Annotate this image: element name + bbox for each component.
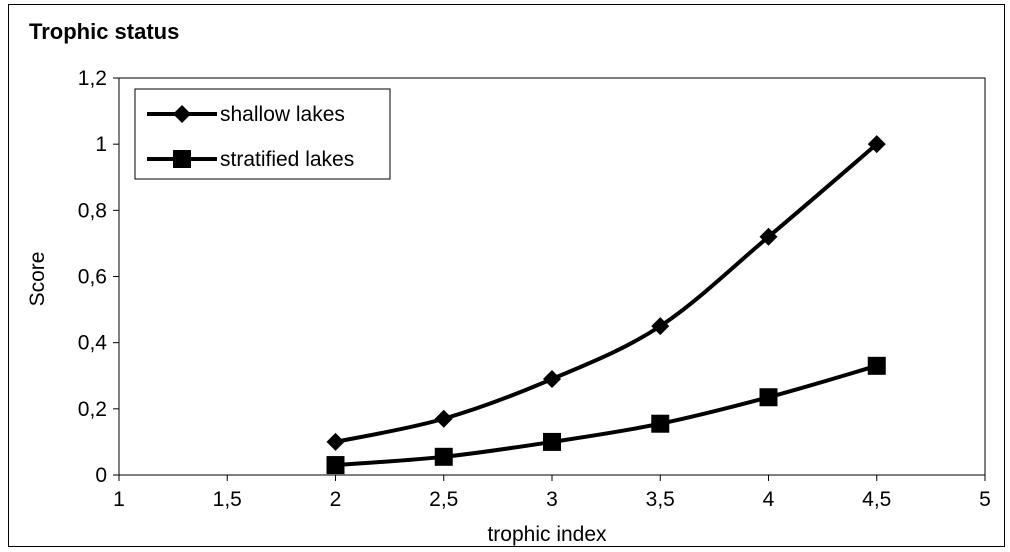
- series-line: [335, 363, 878, 468]
- data-point: [543, 370, 561, 389]
- legend-label: shallow lakes: [220, 103, 345, 126]
- y-axis-label: Score: [26, 252, 49, 307]
- data-point: [434, 447, 453, 466]
- series-line: [335, 142, 879, 444]
- x-tick-label: 2,5: [429, 488, 458, 511]
- x-tick-label: 4,5: [862, 488, 891, 511]
- series-stratified-lakes: [326, 356, 886, 475]
- chart-title: Trophic status: [29, 19, 179, 44]
- x-ticks: 1 1,5 2 2,5 3 3,5 4 4,5 5: [113, 475, 991, 511]
- y-tick-label: 0,2: [78, 398, 107, 421]
- data-point: [326, 456, 345, 475]
- y-tick-label: 0: [95, 464, 107, 487]
- legend-item: shallow lakes: [147, 103, 345, 126]
- x-tick-label: 5: [979, 488, 991, 511]
- y-tick-label: 1,2: [78, 67, 107, 90]
- x-axis-label: trophic index: [487, 523, 607, 546]
- y-tick-label: 0,4: [78, 332, 108, 355]
- data-point: [651, 317, 670, 336]
- legend-item: stratified lakes: [147, 148, 354, 171]
- y-ticks: 0 0,2 0,4 0,6 0,8 1 1,2: [78, 67, 119, 487]
- legend-marker: [173, 105, 191, 123]
- x-tick-label: 1: [113, 488, 125, 511]
- series-shallow-lakes: [326, 135, 886, 451]
- x-tick-label: 1,5: [213, 488, 242, 511]
- legend-marker: [173, 150, 191, 168]
- data-point: [434, 409, 453, 428]
- data-point: [867, 356, 886, 375]
- series-layer: [326, 135, 886, 475]
- legend: shallow lakes stratified lakes: [134, 88, 391, 180]
- x-tick-label: 3,5: [646, 488, 675, 511]
- data-point: [543, 432, 561, 451]
- legend-items: shallow lakes stratified lakes: [147, 103, 354, 171]
- legend-label: stratified lakes: [220, 148, 354, 171]
- x-tick-label: 4: [763, 488, 775, 511]
- data-point: [759, 227, 778, 246]
- y-tick-label: 0,6: [78, 266, 107, 289]
- data-point: [651, 414, 670, 433]
- line-chart: Trophic status 1 1,5 2 2,5 3 3,5 4 4,5 5 0 0,2 0,4…: [26, 19, 991, 546]
- chart-frame: Trophic status 1 1,5 2 2,5 3 3,5 4 4,5 5 0 0,2 0,4…: [8, 4, 1005, 547]
- y-tick-label: 1: [95, 133, 107, 156]
- x-tick-label: 3: [546, 488, 558, 511]
- data-point: [326, 432, 345, 451]
- y-tick-label: 0,8: [78, 199, 107, 222]
- data-point: [867, 135, 886, 154]
- data-point: [759, 388, 778, 407]
- x-tick-label: 2: [330, 488, 342, 511]
